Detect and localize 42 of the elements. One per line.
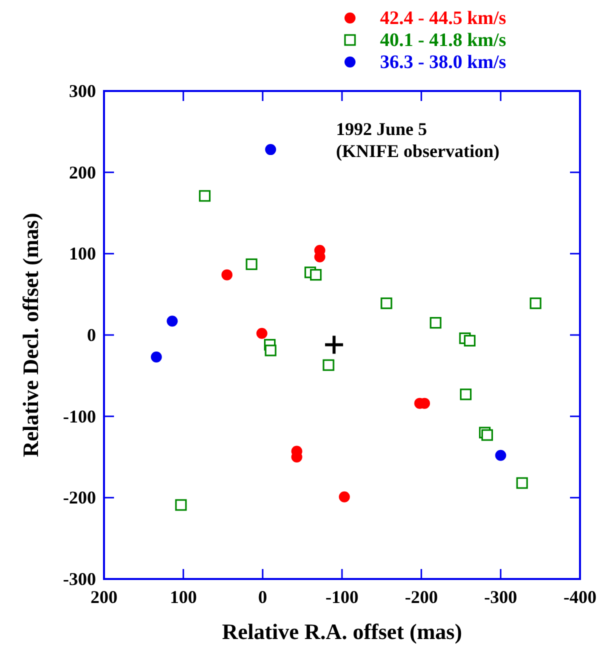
annotation: 1992 June 5 (336, 119, 428, 139)
x-tick-label: -300 (484, 587, 518, 607)
y-tick-label: -300 (63, 569, 96, 589)
point (256, 328, 268, 339)
x-tick-label: 100 (170, 587, 197, 607)
y-tick-label: 100 (69, 244, 96, 264)
legend-label: 42.4 - 44.5 km/s (380, 8, 506, 29)
point (175, 499, 187, 511)
point (265, 144, 276, 156)
y-tick-label: 300 (69, 81, 96, 101)
point (481, 429, 493, 441)
y-tick-label: 0 (87, 325, 96, 345)
point (460, 388, 472, 400)
legend-label: 40.1 - 41.8 km/s (380, 30, 506, 51)
y-tick-label: -100 (63, 406, 96, 426)
point (380, 297, 392, 310)
x-tick-label: -200 (404, 587, 438, 607)
x-axis-title: Relative R.A. offset (mas) (222, 619, 462, 644)
point (221, 269, 232, 280)
point (198, 190, 211, 202)
y-tick-label: 200 (69, 162, 96, 182)
x-tick-label: 0 (258, 587, 268, 607)
legend-label: 36.3 - 38.0 km/s (380, 52, 506, 73)
x-tick-label: -400 (564, 587, 596, 607)
point (310, 269, 322, 281)
point (322, 359, 334, 371)
point (430, 317, 442, 329)
y-axis-title: Relative Decl. offset (mas) (18, 212, 43, 458)
point (264, 344, 276, 356)
annotation: (KNIFE observation) (336, 141, 500, 161)
point (166, 316, 178, 327)
y-tick-label: -200 (63, 488, 96, 508)
point (338, 491, 350, 502)
point (150, 351, 162, 362)
point (246, 258, 258, 270)
x-tick-label: 200 (90, 587, 118, 607)
x-tick-label: -100 (326, 587, 358, 607)
point (495, 450, 506, 461)
point (464, 334, 476, 346)
point (516, 477, 528, 489)
point (324, 334, 345, 356)
point (530, 297, 542, 310)
